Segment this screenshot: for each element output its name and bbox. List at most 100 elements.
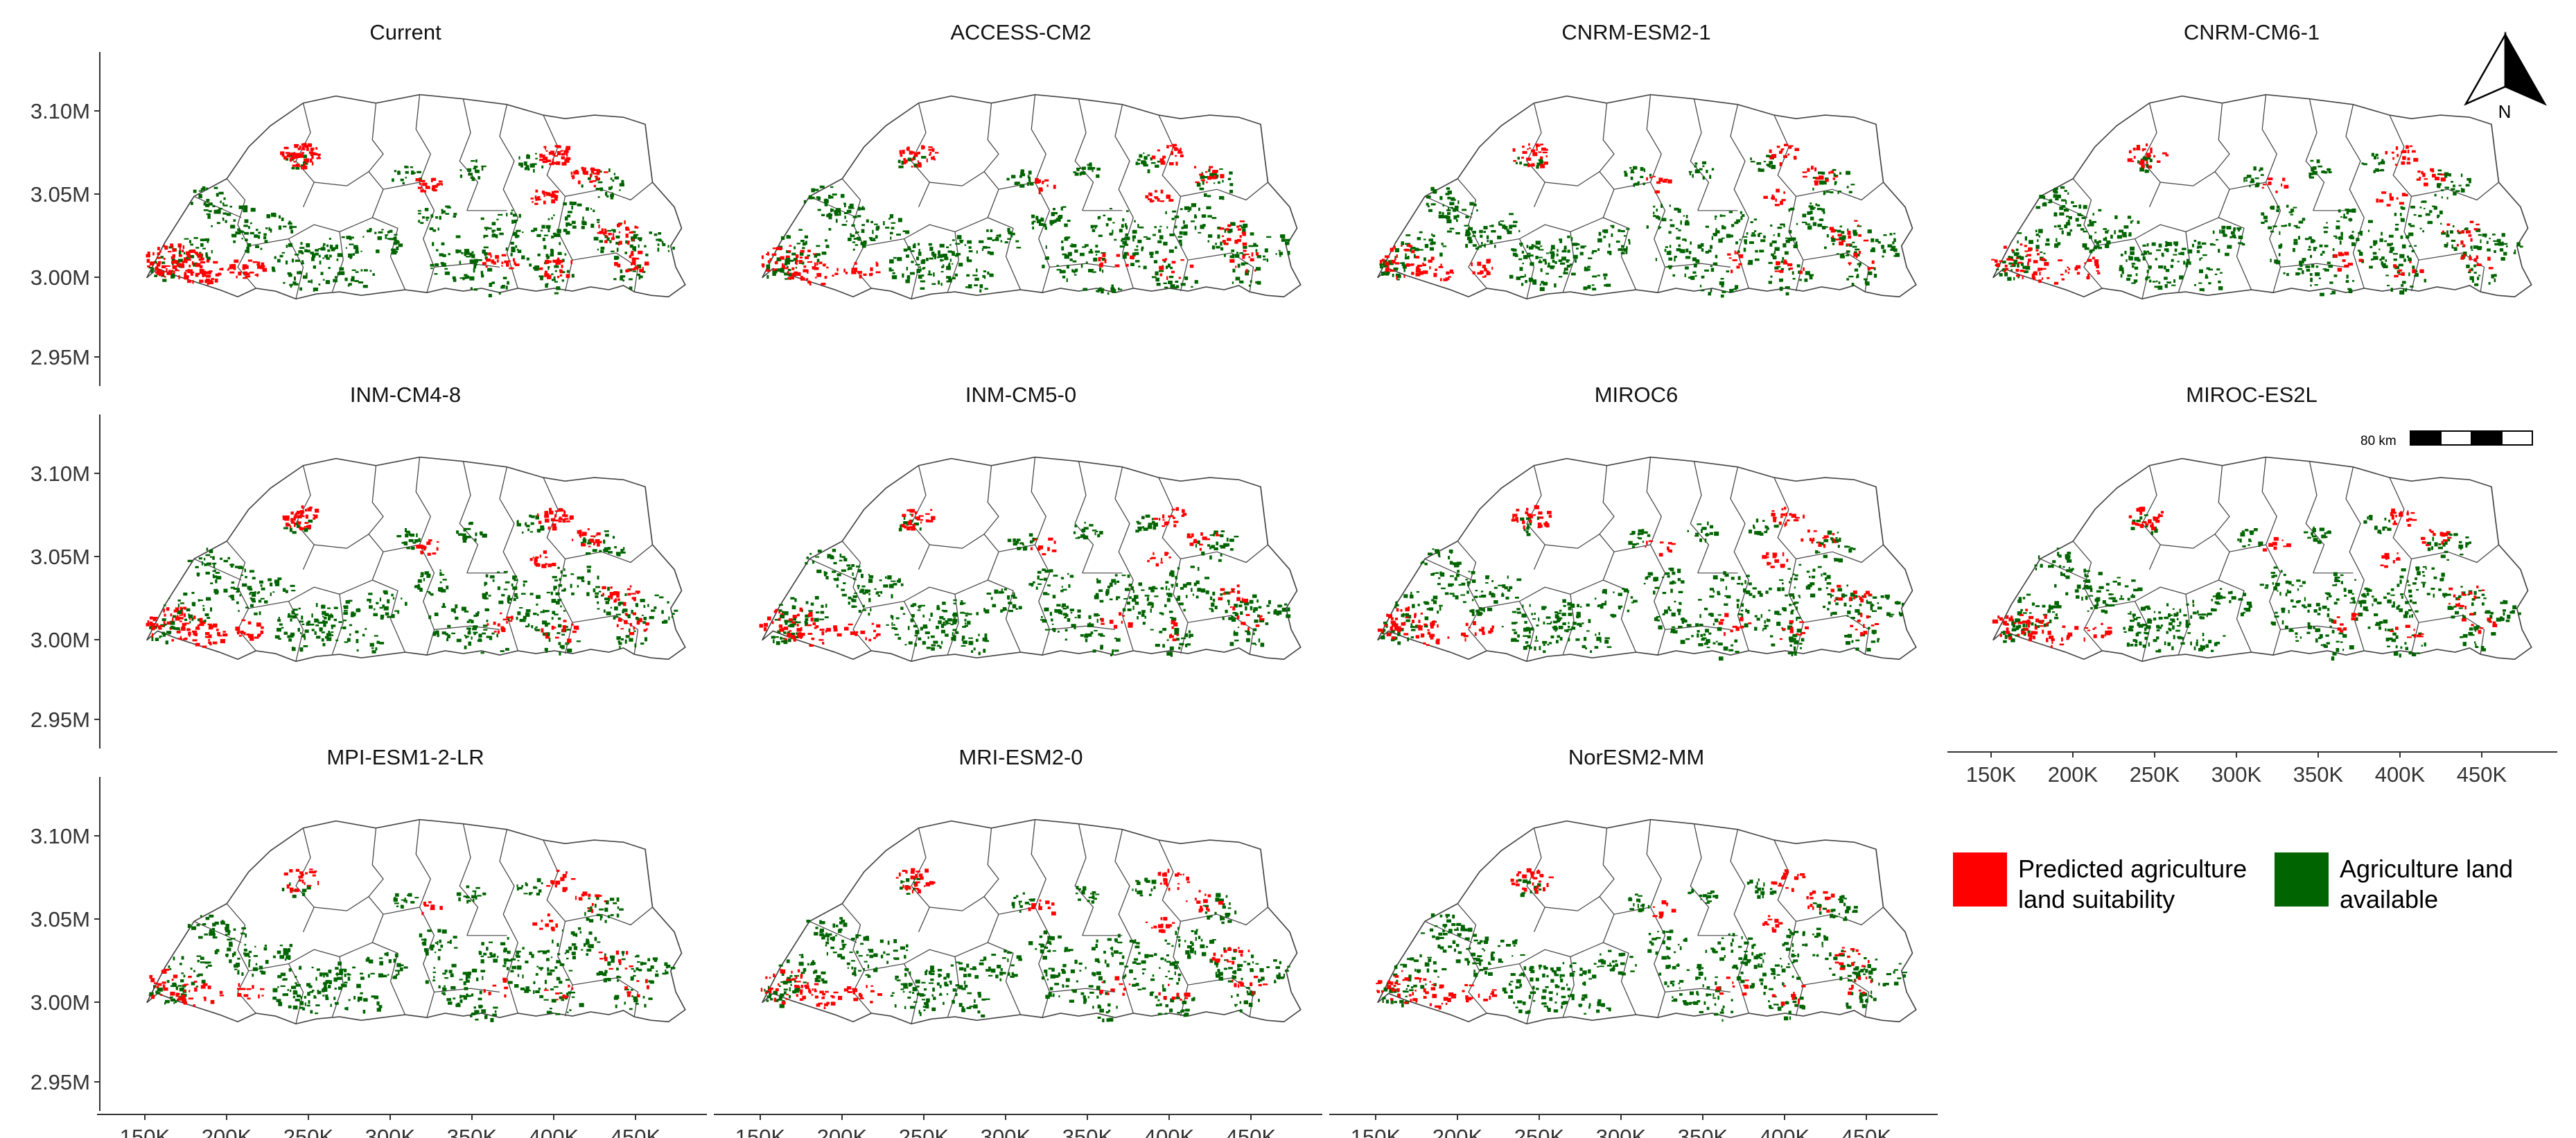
district-boundary xyxy=(314,533,384,655)
x-tick-label: 300K xyxy=(365,1125,416,1138)
district-boundary xyxy=(499,829,518,1014)
panel-title: MIROC-ES2L xyxy=(2186,383,2317,407)
map-panel: MPI-ESM1-2-LR 3.10M 3.05M 3.00M 2.95M 150K 200… xyxy=(30,745,707,1138)
district-boundary xyxy=(565,907,653,926)
district-boundary xyxy=(1690,461,1710,574)
panel-title: ACCESS-CM2 xyxy=(950,20,1091,44)
district-boundary xyxy=(543,477,573,654)
district-boundary xyxy=(1180,182,1268,201)
district-boundary xyxy=(2160,170,2230,292)
district-boundary xyxy=(459,461,479,574)
district-boundary xyxy=(809,558,857,581)
panel-title: NorESM2-MM xyxy=(1568,745,1704,769)
available-land-cells xyxy=(764,876,1290,1023)
district-map xyxy=(146,819,686,1025)
district-boundary xyxy=(2411,182,2499,201)
district-boundary xyxy=(295,828,315,932)
legend-key xyxy=(1953,852,2007,907)
y-tick-label: 2.95M xyxy=(30,345,90,369)
y-tick-label: 2.95M xyxy=(30,1070,90,1094)
map-panel: CNRM-ESM2-1 xyxy=(1376,20,1917,300)
district-boundary xyxy=(372,579,406,653)
district-boundary xyxy=(1545,533,1615,655)
x-tick-label: 150K xyxy=(1351,1125,1401,1138)
x-tick-label: 200K xyxy=(1432,1125,1483,1138)
district-boundary xyxy=(983,103,999,173)
legend-key xyxy=(2275,852,2329,907)
district-boundary xyxy=(929,895,999,1017)
panel-title: CNRM-ESM2-1 xyxy=(1561,20,1710,44)
district-boundary xyxy=(911,103,930,207)
available-land-cells xyxy=(148,878,676,1022)
district-boundary xyxy=(1690,98,1710,211)
district-boundary xyxy=(248,949,340,972)
district-boundary xyxy=(1031,819,1051,1018)
district-boundary xyxy=(1074,461,1094,574)
district-boundary xyxy=(248,224,340,247)
district-boundary xyxy=(1796,544,1884,563)
district-boundary xyxy=(2305,461,2325,574)
x-tick-label: 250K xyxy=(2130,762,2180,787)
map-panel: MIROC-ES2L 150K 200K 250K 300K 350K 400K 450K xyxy=(1947,383,2557,787)
x-tick-label: 400K xyxy=(529,1125,579,1138)
district-boundary xyxy=(226,178,256,289)
district-map xyxy=(1376,94,1917,300)
district-boundary xyxy=(314,895,384,1017)
y-tick-label: 3.00M xyxy=(30,265,90,290)
x-tick-label: 200K xyxy=(2048,762,2099,787)
north-arrow-left-half xyxy=(2464,31,2507,106)
panel-title: INM-CM5-0 xyxy=(965,383,1076,407)
x-tick-label: 250K xyxy=(283,1125,334,1138)
district-boundary xyxy=(1114,829,1134,1014)
district-boundary xyxy=(2418,615,2485,655)
x-tick-label: 150K xyxy=(1966,762,2017,787)
scale-bar-segment xyxy=(2471,430,2503,446)
x-tick-label: 250K xyxy=(899,1125,949,1138)
available-land-cells xyxy=(149,514,678,656)
district-map xyxy=(1376,819,1917,1025)
district-boundary xyxy=(911,828,930,932)
district-boundary xyxy=(1424,195,1473,218)
district-map xyxy=(146,456,686,663)
available-land-cells xyxy=(1995,152,2523,297)
available-land-cells xyxy=(771,514,1291,657)
district-boundary xyxy=(2280,263,2347,268)
district-boundary xyxy=(2094,224,2187,247)
district-boundary xyxy=(2094,586,2187,609)
district-boundary xyxy=(415,457,435,656)
district-boundary xyxy=(499,104,518,289)
x-tick-label: 300K xyxy=(981,1125,1031,1138)
suitability-cells xyxy=(1991,143,2494,285)
district-boundary xyxy=(1599,103,1615,173)
district-boundary xyxy=(572,252,639,292)
district-boundary xyxy=(2229,182,2266,190)
suitability-cells xyxy=(760,868,1268,1010)
district-boundary xyxy=(809,195,857,218)
x-tick-label: 300K xyxy=(2211,762,2262,787)
map-panel: CNRM-CM6-1 xyxy=(1991,20,2532,300)
district-boundary xyxy=(1803,977,1870,1017)
district-boundary xyxy=(459,98,479,211)
y-tick-label: 2.95M xyxy=(30,708,90,732)
x-tick-label: 450K xyxy=(1226,1125,1277,1138)
y-tick-label: 3.10M xyxy=(30,824,90,848)
available-land-cells xyxy=(1379,155,1900,298)
district-boundary xyxy=(1796,182,1884,201)
available-land-cells xyxy=(766,152,1290,295)
district-boundary xyxy=(1479,224,1571,247)
district-boundary xyxy=(1074,98,1094,211)
district-boundary xyxy=(1518,238,1535,299)
district-boundary xyxy=(1114,104,1134,289)
district-boundary xyxy=(2134,601,2150,662)
district-boundary xyxy=(1599,465,1615,535)
x-tick-label: 400K xyxy=(2375,762,2426,787)
district-boundary xyxy=(2411,544,2499,563)
district-boundary xyxy=(1526,828,1545,932)
district-boundary xyxy=(1526,465,1545,570)
panel-title: MRI-ESM2-0 xyxy=(958,745,1083,769)
scale-bar-segment xyxy=(2440,430,2472,446)
district-boundary xyxy=(499,466,518,651)
district-boundary xyxy=(368,828,384,898)
district-boundary xyxy=(314,170,384,292)
